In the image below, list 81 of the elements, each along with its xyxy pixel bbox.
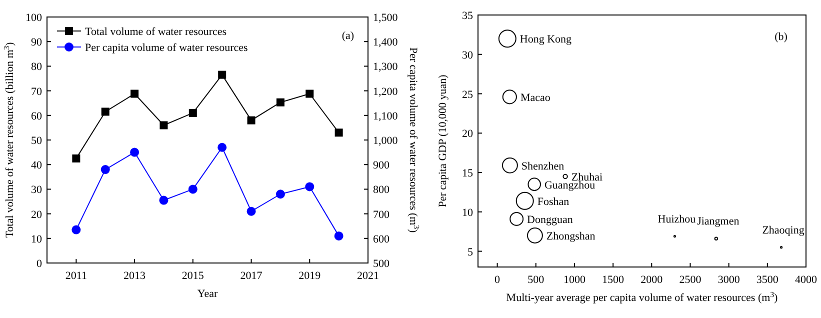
x-tick-label: 2011 xyxy=(65,270,87,282)
annotation: Hong Kong xyxy=(520,34,572,46)
y2-tick-label: 1,100 xyxy=(373,110,398,122)
point xyxy=(188,184,198,194)
y-tick-label: 70 xyxy=(31,86,42,98)
y-tick-label: 0 xyxy=(36,258,42,270)
point xyxy=(100,165,110,174)
y2-tick-label: 1,000 xyxy=(373,135,398,147)
annotation: Jiangmen xyxy=(697,216,740,228)
y2-tick-label: 600 xyxy=(373,233,390,246)
x-tick-label: 2019 xyxy=(298,270,322,282)
y2-tick-label: 800 xyxy=(373,184,390,196)
x-axis-title: Multi-year average per capita volume of water resources (m$^{3}$) xyxy=(506,290,778,304)
y-tick-label: 30 xyxy=(462,49,474,62)
y2-tick-label: 1,500 xyxy=(373,12,398,24)
annotation: Macao xyxy=(520,92,551,104)
point xyxy=(101,108,110,116)
annotation: Shenzhen xyxy=(521,160,565,172)
y2-tick-label: 1,200 xyxy=(373,86,398,98)
x-tick-label: 3000 xyxy=(718,274,740,286)
point xyxy=(276,190,285,199)
x-tick-label: 500 xyxy=(528,274,545,286)
point xyxy=(305,182,314,192)
y-tick-label: 10 xyxy=(31,233,42,246)
y-tick-label: 20 xyxy=(31,208,42,221)
y-tick-label: 5 xyxy=(468,246,474,258)
annotation: Foshan xyxy=(537,196,570,208)
x-tick-label: 4000 xyxy=(795,274,818,286)
point xyxy=(218,142,227,152)
y-tick-label: 30 xyxy=(31,184,42,196)
y-tick-label: 10 xyxy=(462,206,474,219)
y-tick-label: 80 xyxy=(31,61,42,74)
annotation: Zhaoqing xyxy=(762,224,805,236)
x-tick-label: 2017 xyxy=(240,270,263,282)
y-tick-label: 35 xyxy=(462,10,474,22)
annotation: Zhongshan xyxy=(546,230,596,242)
point xyxy=(247,116,256,124)
y2-tick-label: 900 xyxy=(373,160,390,172)
x-tick-label: 2021 xyxy=(357,270,379,282)
y-tick-label: 100 xyxy=(26,12,42,24)
legend-label: Total volume of water resources xyxy=(85,26,227,38)
y-tick-label: 90 xyxy=(31,36,42,49)
y-tick-label: 40 xyxy=(31,160,42,172)
x-tick-label: 3500 xyxy=(756,274,779,286)
y-axis-title: Per capita GDP (10,000 yuan) xyxy=(437,74,449,208)
point xyxy=(306,90,314,98)
y2-tick-label: 700 xyxy=(373,208,390,221)
y2-tick-label: 1,300 xyxy=(373,61,398,74)
point xyxy=(334,128,343,137)
x-tick-label: 2500 xyxy=(679,274,702,286)
y2-tick-label: 1,400 xyxy=(373,36,398,49)
annotation: Huizhou xyxy=(658,213,696,226)
point xyxy=(188,108,197,117)
legend-label: Per capita volume of water resources xyxy=(85,42,248,54)
x-tick-label: 0 xyxy=(494,274,501,286)
y-tick-label: 15 xyxy=(462,168,474,180)
x-axis-title: Year xyxy=(197,288,218,300)
point xyxy=(334,231,344,240)
x-tick-label: 2013 xyxy=(124,270,146,282)
y-tick-label: 25 xyxy=(462,88,474,101)
x-tick-label: 2015 xyxy=(182,270,204,282)
x-tick-label: 2000 xyxy=(640,274,664,286)
point xyxy=(130,90,139,98)
annotation: Guangzhou xyxy=(544,179,596,192)
y-tick-label: 50 xyxy=(31,135,42,147)
point xyxy=(218,70,226,79)
point xyxy=(72,154,80,162)
annotation: Dongguan xyxy=(527,214,574,226)
point xyxy=(159,196,168,205)
point xyxy=(72,225,81,234)
x-tick-label: 1500 xyxy=(602,274,625,286)
y2-tick-label: 500 xyxy=(373,258,390,270)
y-tick-label: 20 xyxy=(462,128,474,140)
point xyxy=(246,206,256,216)
annotation: (b) xyxy=(774,31,788,43)
point xyxy=(130,148,140,157)
point xyxy=(276,98,284,106)
y-tick-label: 60 xyxy=(31,110,42,122)
point xyxy=(160,121,168,130)
annotation: (a) xyxy=(342,30,354,42)
x-tick-label: 1000 xyxy=(563,274,586,286)
